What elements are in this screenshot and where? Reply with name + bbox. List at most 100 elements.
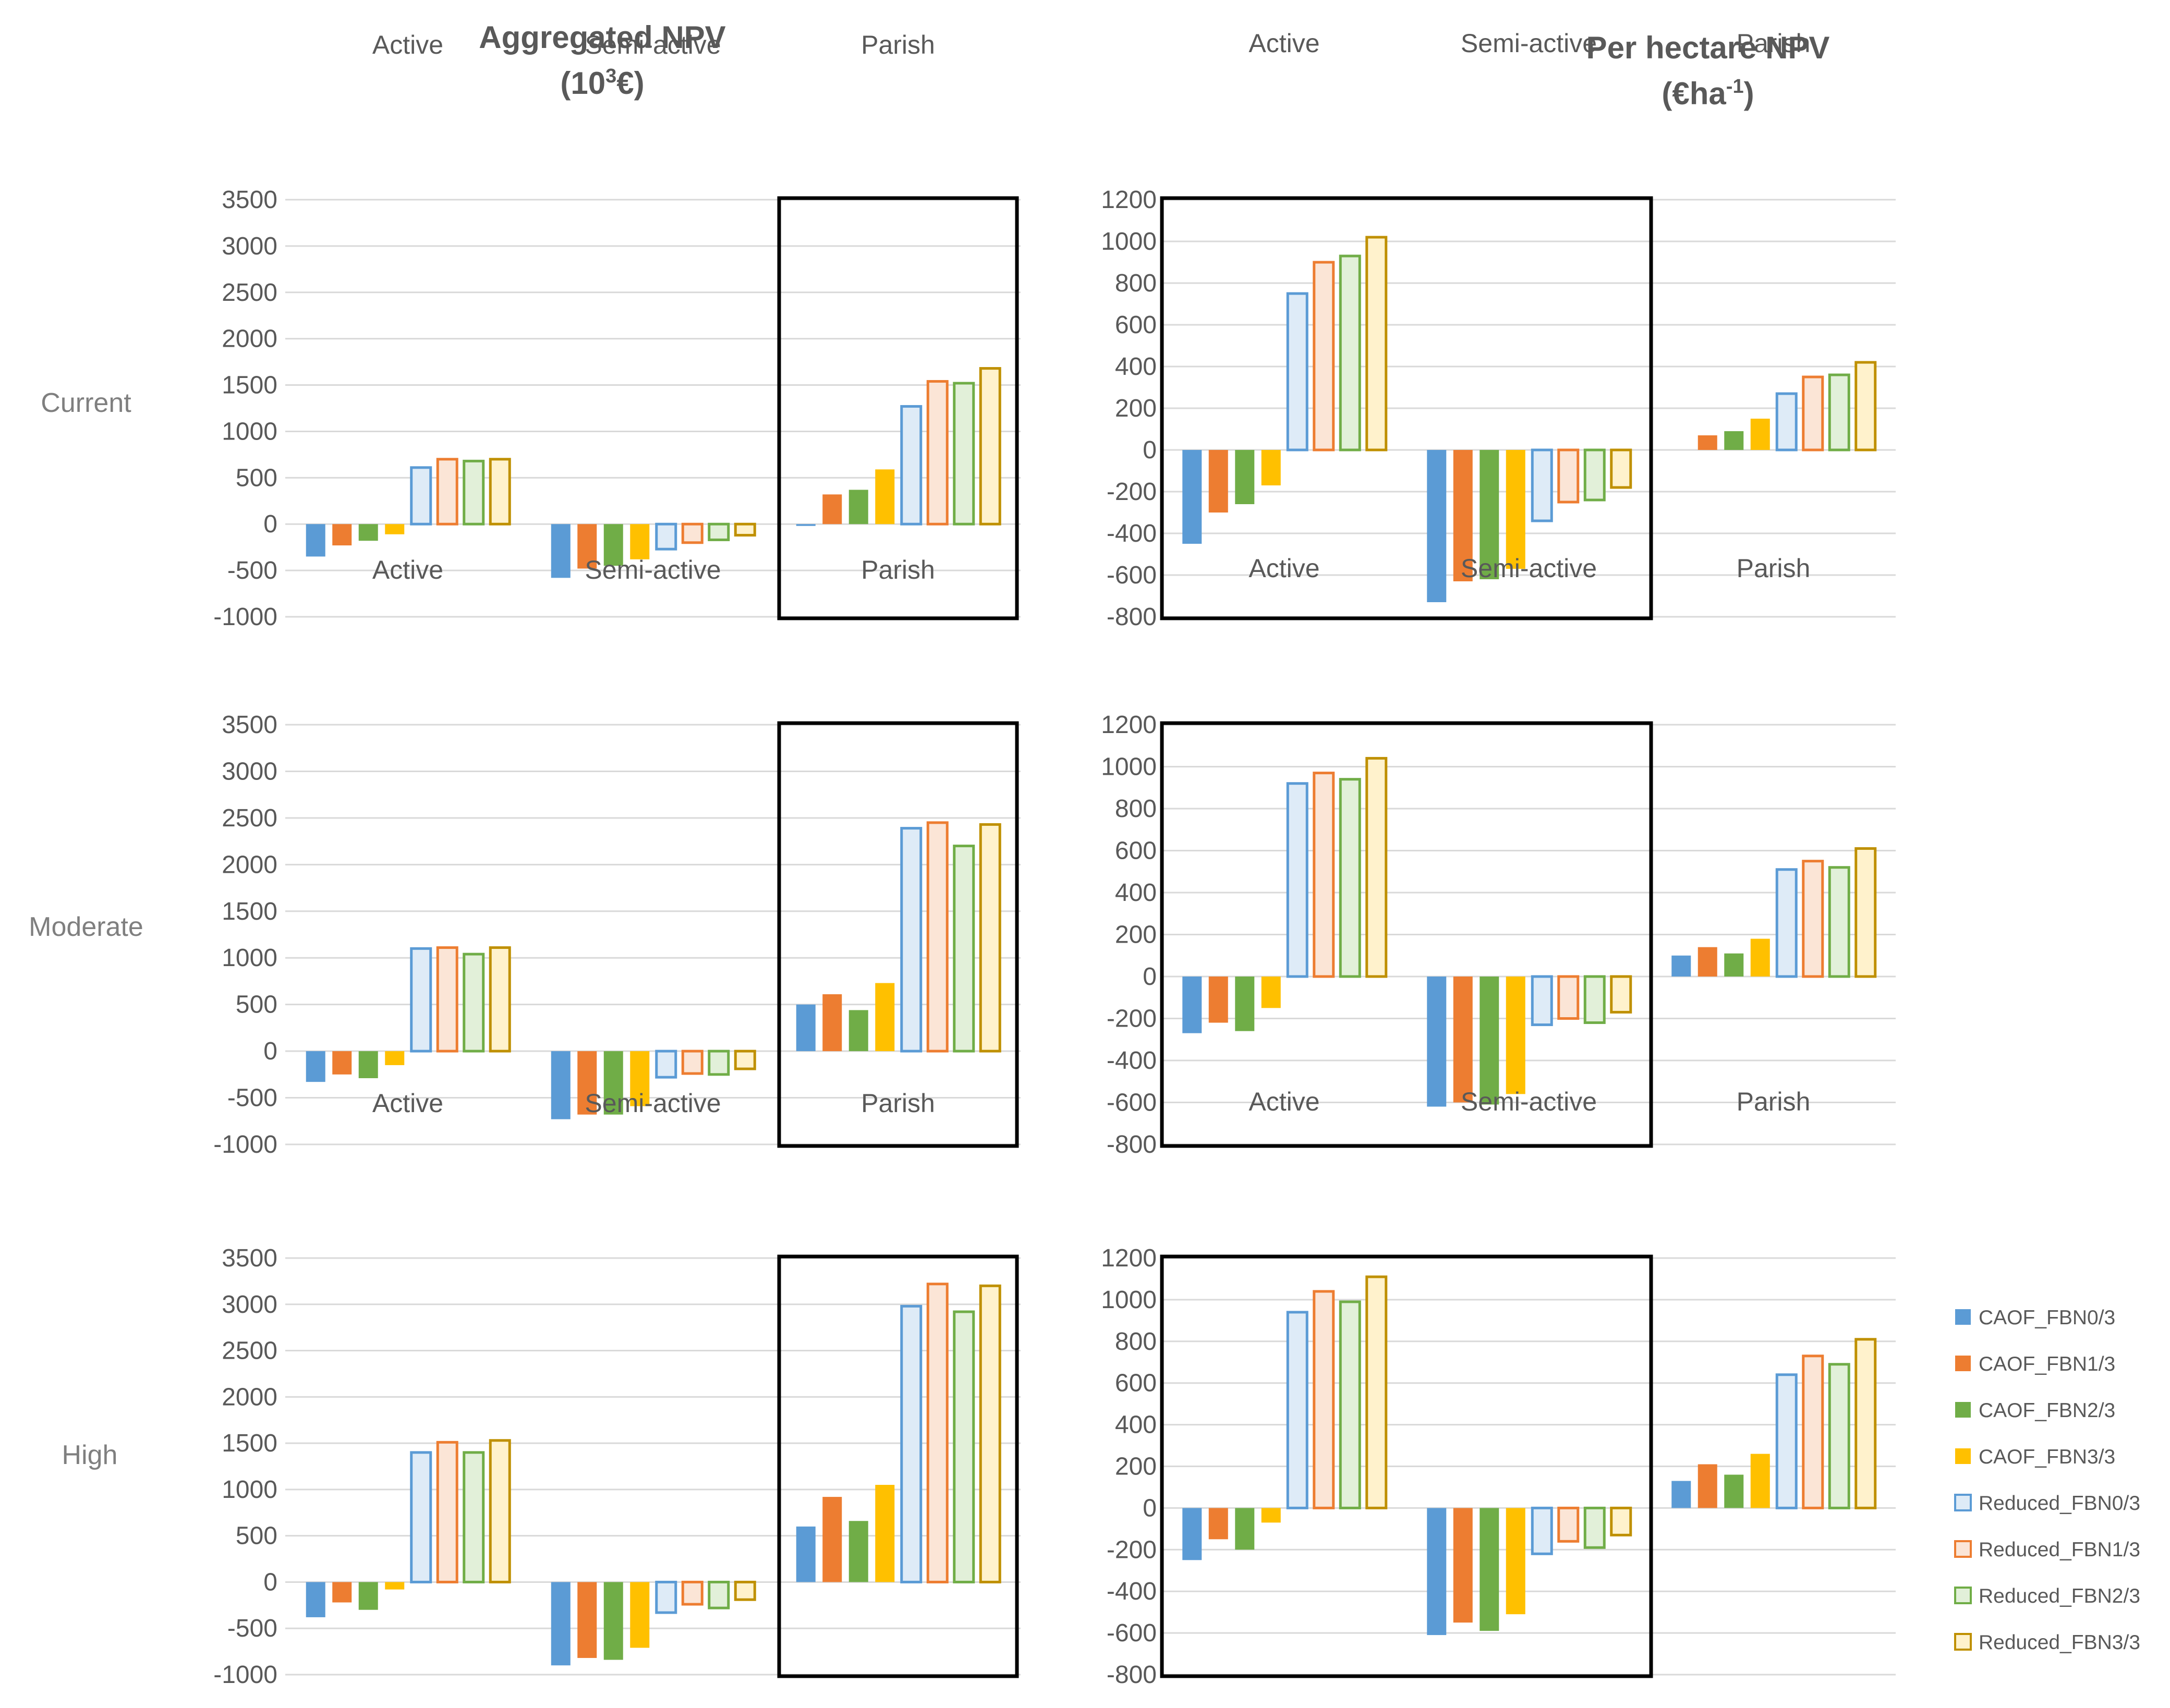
y-tick-label: 2500 [222,279,277,307]
bar-reduced-fbn2-3-semi-active [708,1050,730,1076]
bar-reduced-fbn0-3-active [1286,292,1308,452]
bar-reduced-fbn0-3-semi-active [655,1050,677,1079]
y-tick-label: -1000 [213,1661,277,1689]
bar-reduced-fbn0-3-parish [900,827,923,1053]
legend-swatch-caof-fbn0-3 [1955,1309,1971,1325]
bar-reduced-fbn2-3-active [463,1451,485,1583]
y-tick-label: -400 [1107,1578,1157,1605]
scenario-label-high: High [62,1440,118,1470]
legend-label-reduced-fbn0-3: Reduced_FBN0/3 [1979,1492,2140,1515]
bar-reduced-fbn0-3-semi-active [655,522,677,551]
bar-caof-fbn3-3-semi-active [1506,1508,1525,1615]
bar-caof-fbn0-3-semi-active [1427,977,1447,1107]
category-label-parish: Parish [861,555,935,584]
bar-caof-fbn2-3-semi-active [603,1051,623,1115]
bar-reduced-fbn3-3-semi-active [1610,1506,1632,1536]
bar-caof-fbn3-3-active [385,524,405,534]
bar-caof-fbn2-3-active [358,524,378,541]
y-tick-label: 1500 [222,372,277,399]
y-tick-label: 3500 [222,711,277,739]
y-tick-label: 3500 [222,1245,277,1272]
y-tick-label: 1000 [222,418,277,445]
y-tick-label: -600 [1107,1089,1157,1117]
legend-label-reduced-fbn2-3: Reduced_FBN2/3 [1979,1585,2140,1607]
y-tick-label: 0 [263,1038,277,1065]
bar-reduced-fbn2-3-active [1339,778,1361,978]
y-tick-label: 800 [1115,795,1157,823]
bar-reduced-fbn1-3-parish [1802,860,1824,978]
y-tick-label: -1000 [213,603,277,631]
category-label-parish: Parish [1737,554,1811,583]
legend-swatch-reduced-fbn0-3 [1954,1494,1972,1511]
bar-caof-fbn2-3-active [358,1051,378,1078]
y-tick-label: -400 [1107,520,1157,547]
bar-reduced-fbn0-3-active [410,466,432,526]
y-tick-label: -400 [1107,1047,1157,1075]
bar-reduced-fbn0-3-parish [1775,392,1798,452]
y-tick-label: -500 [227,1084,277,1112]
bar-reduced-fbn3-3-semi-active [734,1580,756,1601]
y-tick-label: 500 [236,464,277,492]
bar-reduced-fbn3-3-active [489,946,511,1053]
category-label-active: Active [372,1089,443,1118]
y-tick-label: 800 [1115,270,1157,297]
bar-reduced-fbn1-3-semi-active [681,522,704,544]
scenario-label-current: Current [41,388,131,418]
bar-reduced-fbn1-3-semi-active [1557,975,1580,1020]
category-label-parish: Parish [861,1089,935,1118]
bar-caof-fbn3-3-parish [875,1485,895,1582]
y-tick-label: 2500 [222,804,277,832]
y-tick-label: 2000 [222,1383,277,1411]
bar-reduced-fbn1-3-active [1313,261,1335,452]
highlight-box [1160,721,1653,1148]
y-tick-label: 3500 [222,186,277,214]
bar-reduced-fbn0-3-parish [1775,868,1798,978]
y-tick-label: 400 [1115,353,1157,381]
bar-caof-fbn1-3-parish [822,1497,842,1582]
y-tick-label: 2000 [222,325,277,353]
y-tick-label: 500 [236,1522,277,1550]
bar-caof-fbn1-3-semi-active [577,524,597,569]
bar-reduced-fbn2-3-semi-active [1583,448,1606,502]
y-tick-label: 1000 [1101,1286,1157,1314]
bar-caof-fbn2-3-parish [1724,1474,1744,1508]
bar-reduced-fbn3-3-active [489,1439,511,1583]
y-tick-label: 800 [1115,1328,1157,1356]
bar-caof-fbn0-3-active [1182,1508,1202,1560]
y-tick-label: 600 [1115,1370,1157,1397]
bar-caof-fbn2-3-active [1235,1508,1255,1550]
bar-reduced-fbn1-3-parish [1802,375,1824,452]
y-tick-label: -1000 [213,1131,277,1158]
y-tick-label: 200 [1115,395,1157,422]
bar-caof-fbn3-3-semi-active [630,1582,650,1648]
aggregated-unit-suffix: €) [616,66,644,101]
legend-label-reduced-fbn1-3: Reduced_FBN1/3 [1979,1539,2140,1561]
bar-reduced-fbn1-3-semi-active [681,1050,704,1075]
bar-reduced-fbn1-3-active [1313,1290,1335,1509]
bar-reduced-fbn1-3-parish [926,380,949,526]
y-tick-label: 1000 [1101,228,1157,255]
y-tick-label: 0 [1143,436,1157,464]
bar-reduced-fbn0-3-active [410,1451,432,1583]
bar-caof-fbn2-3-parish [1724,431,1744,450]
bar-caof-fbn0-3-semi-active [551,1582,571,1666]
bar-caof-fbn0-3-active [306,1582,325,1617]
y-tick-label: -500 [227,1615,277,1642]
highlight-box [1160,196,1653,620]
bar-caof-fbn3-3-semi-active [1506,450,1525,569]
bar-caof-fbn3-3-semi-active [630,1051,650,1106]
aggregated-title-line1: Aggregated NPV [479,20,725,55]
y-tick-label: 400 [1115,879,1157,907]
bar-reduced-fbn2-3-semi-active [1583,1506,1606,1549]
bar-caof-fbn3-3-active [1261,450,1281,485]
y-tick-label: 1500 [222,1430,277,1457]
y-tick-label: 2500 [222,1337,277,1365]
bar-reduced-fbn3-3-semi-active [734,522,756,537]
bar-caof-fbn2-3-semi-active [1480,450,1499,579]
per-hectare-title: Per hectare NPV (€ha-1) [1586,30,1830,111]
bar-reduced-fbn2-3-active [1339,254,1361,452]
panel-per-hectare-npv-high: 1200 1000 800 600 400 200 0 -200 -400 -600 -800 Act… [1101,1087,1896,1689]
bar-caof-fbn2-3-semi-active [1480,977,1499,1105]
y-tick-label: 1200 [1101,186,1157,214]
